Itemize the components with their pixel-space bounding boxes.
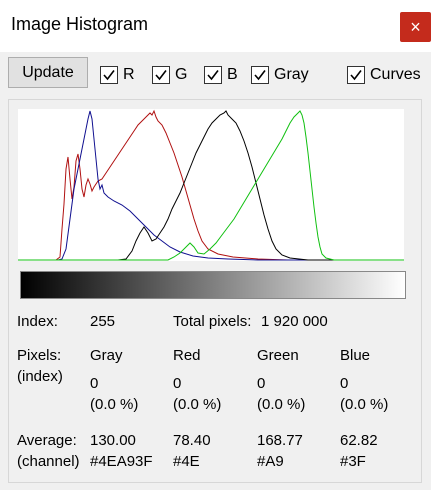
total-pixels-value: 1 920 000 [261, 313, 328, 330]
checkbox-gray[interactable]: Gray [251, 64, 309, 86]
pixel-count-blue: 0 [340, 375, 349, 392]
channel-name-red: Red [173, 347, 201, 364]
blue-curve [18, 110, 404, 261]
average-label: Average: [17, 432, 77, 449]
close-button[interactable]: × [400, 12, 431, 42]
index-label: Index: [17, 313, 58, 330]
pixel-percent-blue: (0.0 %) [340, 396, 389, 413]
checkbox-g-box[interactable] [152, 66, 170, 84]
window-title: Image Histogram [11, 14, 149, 34]
average-blue: 62.82 [340, 432, 378, 449]
pixels-label: Pixels: [17, 347, 62, 364]
histogram-plot [18, 109, 404, 261]
checkbox-gray-label: Gray [274, 66, 309, 83]
checkbox-r-label: R [123, 66, 135, 83]
average-channel-label: (channel) [17, 453, 80, 470]
checkbox-curves-box[interactable] [347, 66, 365, 84]
histogram-curves [18, 109, 404, 261]
checkbox-g-label: G [175, 66, 188, 83]
checkbox-r-box[interactable] [100, 66, 118, 84]
pixels-index-label: (index) [17, 368, 63, 385]
average-red: 78.40 [173, 432, 211, 449]
pixel-percent-gray: (0.0 %) [90, 396, 139, 413]
total-pixels-label: Total pixels: [173, 313, 252, 330]
average-gray: 130.00 [90, 432, 136, 449]
checkbox-b-label: B [227, 66, 238, 83]
hex-green: #A9 [257, 453, 284, 470]
red-curve [18, 109, 404, 261]
checkbox-g[interactable]: G [152, 64, 187, 86]
green-curve [18, 110, 404, 261]
checkbox-gray-box[interactable] [251, 66, 269, 84]
checkbox-r[interactable]: R [100, 64, 135, 86]
hex-red: #4E [173, 453, 200, 470]
index-value: 255 [90, 313, 116, 330]
pixel-percent-green: (0.0 %) [257, 396, 306, 413]
close-icon: × [410, 17, 421, 37]
pixel-percent-red: (0.0 %) [173, 396, 222, 413]
pixel-count-green: 0 [257, 375, 266, 392]
update-button[interactable]: Update [8, 57, 88, 88]
title-bar: Image Histogram × [0, 0, 431, 52]
intensity-gradient-bar[interactable] [20, 271, 406, 299]
channel-name-gray: Gray [90, 347, 123, 364]
hex-blue: #3F [340, 453, 366, 470]
checkbox-curves[interactable]: Curves [347, 64, 421, 86]
average-green: 168.77 [257, 432, 303, 449]
gray-curve [18, 110, 404, 261]
pixel-count-red: 0 [173, 375, 182, 392]
checkbox-b-box[interactable] [204, 66, 222, 84]
hex-gray: #4EA93F [90, 453, 153, 470]
checkbox-b[interactable]: B [204, 64, 238, 86]
checkbox-curves-label: Curves [370, 66, 421, 83]
channel-name-blue: Blue [340, 347, 371, 364]
pixel-count-gray: 0 [90, 375, 99, 392]
channel-name-green: Green [257, 347, 299, 364]
